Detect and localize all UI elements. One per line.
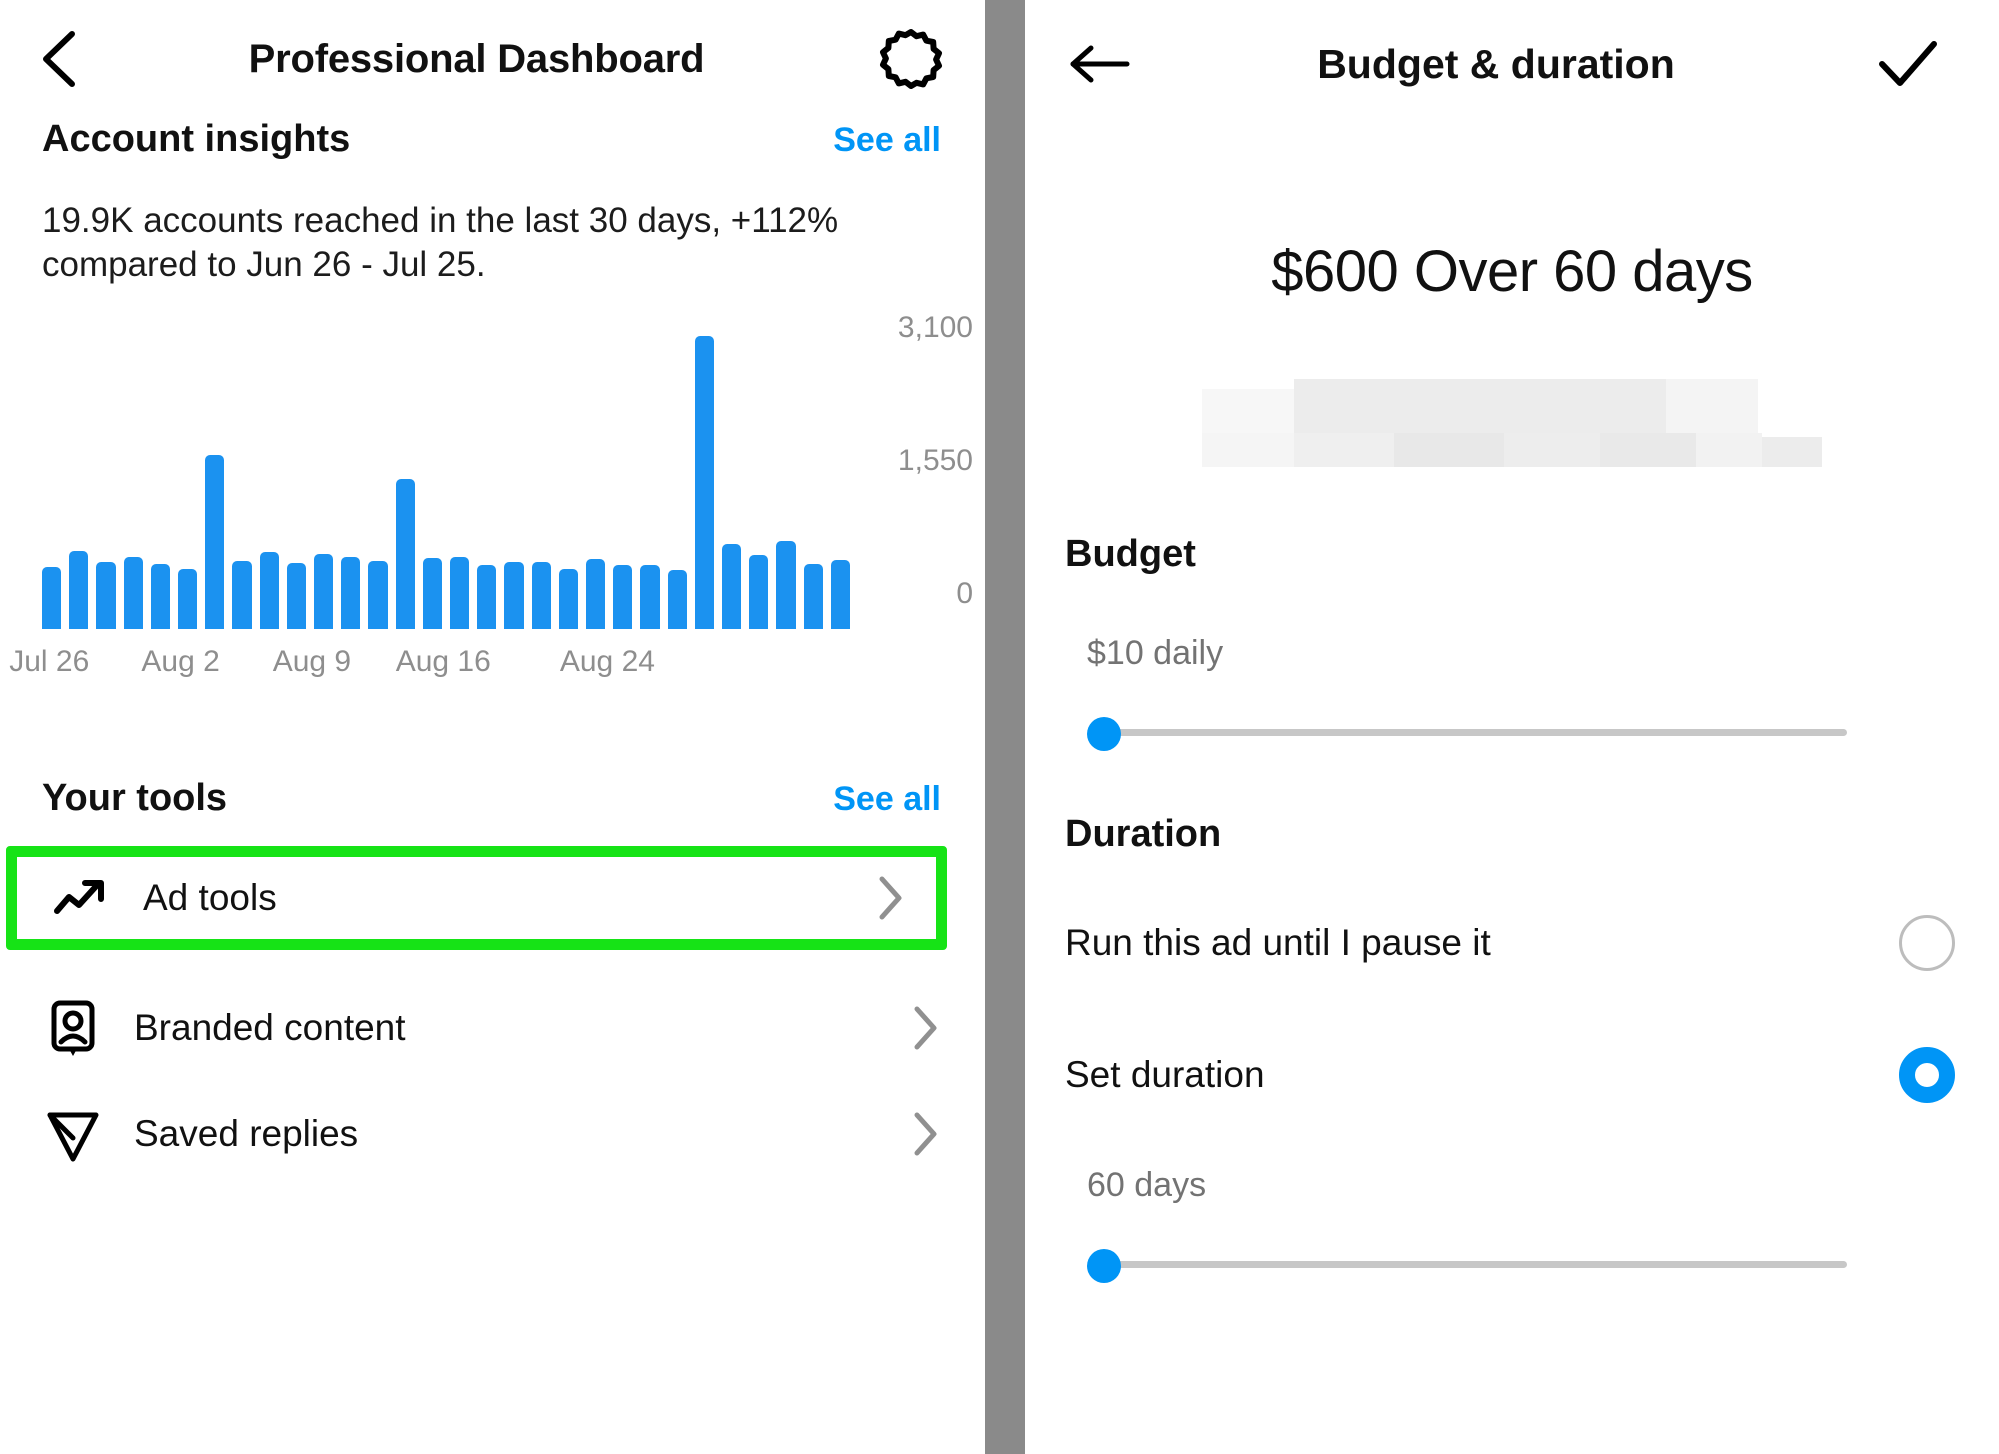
option-label: Run this ad until I pause it xyxy=(1065,922,1491,963)
duration-option-run-until-pause[interactable]: Run this ad until I pause it xyxy=(1025,898,1999,988)
professional-dashboard-panel: Professional Dashboard Account insights … xyxy=(0,0,985,1454)
paper-plane-icon xyxy=(42,1103,104,1165)
chart-bar xyxy=(667,570,687,629)
chart-bar xyxy=(422,557,443,629)
chart-bar xyxy=(205,455,225,629)
budget-duration-panel: Budget & duration $600 Over 60 days Budg… xyxy=(1025,0,1999,1454)
chart-bar xyxy=(613,564,633,629)
radio-button-selected[interactable] xyxy=(1899,1047,1955,1103)
gear-icon[interactable] xyxy=(879,27,943,91)
chart-bar xyxy=(259,552,279,629)
chart-bar xyxy=(803,563,823,629)
chart-bar xyxy=(395,479,415,629)
chart-x-axis: Jul 26 Aug 2 Aug 9 Aug 16 Aug 24 xyxy=(0,645,985,695)
trending-up-icon xyxy=(51,867,113,929)
chart-bar xyxy=(749,554,769,629)
chart-bar xyxy=(178,568,198,629)
chevron-right-icon xyxy=(909,1110,941,1158)
chart-bar xyxy=(286,562,307,629)
x-tick-label: Aug 9 xyxy=(272,644,352,678)
chart-bar xyxy=(341,556,361,629)
your-tools-title: Your tools xyxy=(42,776,228,819)
page-title: Budget & duration xyxy=(1317,40,1675,87)
chart-bar xyxy=(96,561,116,629)
account-insights-header: Account insights See all xyxy=(0,118,985,161)
branded-content-icon xyxy=(42,997,104,1059)
chart-bar xyxy=(694,336,715,629)
reach-bar-chart: 3,100 1,550 0 xyxy=(0,311,985,629)
tool-row-branded-content[interactable]: Branded content xyxy=(0,978,985,1078)
check-icon[interactable] xyxy=(1877,38,1939,90)
slider-track xyxy=(1105,729,1847,736)
option-label: Set duration xyxy=(1065,1054,1265,1095)
insights-summary-text: 19.9K accounts reached in the last 30 da… xyxy=(42,201,839,284)
chart-bar xyxy=(69,551,89,629)
insights-see-all-link[interactable]: See all xyxy=(833,121,941,159)
account-insights-title: Account insights xyxy=(42,118,351,160)
chevron-right-icon xyxy=(874,874,906,922)
ad-tools-highlight-box: Ad tools xyxy=(6,845,947,950)
duration-slider[interactable] xyxy=(1087,1249,1847,1283)
chart-bar xyxy=(123,556,143,629)
your-tools-header: Your tools See all xyxy=(0,777,985,820)
budget-header: Budget & duration xyxy=(1025,0,1999,128)
chart-bars-container xyxy=(42,329,851,629)
chevron-left-icon[interactable] xyxy=(38,28,84,90)
chart-bar xyxy=(450,556,470,629)
chart-bar xyxy=(531,561,551,629)
chart-bar xyxy=(150,563,171,629)
tool-label: Saved replies xyxy=(134,1112,359,1154)
tools-see-all-link[interactable]: See all xyxy=(833,779,941,818)
tool-row-saved-replies[interactable]: Saved replies xyxy=(0,1084,985,1184)
chart-bar xyxy=(586,558,606,629)
page-title: Professional Dashboard xyxy=(248,36,705,81)
duration-value-label: 60 days xyxy=(1087,1166,1207,1204)
chart-bar xyxy=(722,544,742,629)
radio-button-unselected[interactable] xyxy=(1899,915,1955,971)
slider-track xyxy=(1105,1261,1847,1268)
x-tick-label: Aug 24 xyxy=(559,644,655,678)
budget-value-label: $10 daily xyxy=(1087,634,1224,672)
chart-bar xyxy=(830,559,851,629)
chart-y-axis: 3,100 1,550 0 xyxy=(853,311,973,631)
chart-bar xyxy=(368,560,388,629)
budget-summary-headline: $600 Over 60 days xyxy=(1271,239,1753,304)
redacted-placeholder xyxy=(1202,375,1822,467)
chart-bar xyxy=(314,553,334,629)
x-tick-label: Aug 2 xyxy=(141,644,220,678)
tool-label: Branded content xyxy=(134,1006,406,1048)
chart-bar xyxy=(776,541,796,629)
x-tick-label: Jul 26 xyxy=(9,644,90,678)
slider-thumb[interactable] xyxy=(1087,717,1121,751)
arrow-left-icon[interactable] xyxy=(1067,41,1133,87)
x-tick-label: Aug 16 xyxy=(395,644,491,678)
y-tick-label: 0 xyxy=(956,576,973,610)
chart-bar xyxy=(640,564,660,629)
y-tick-label: 3,100 xyxy=(897,310,973,344)
duration-option-set-duration[interactable]: Set duration xyxy=(1025,1030,1999,1120)
chart-bar xyxy=(504,561,524,629)
tool-label: Ad tools xyxy=(143,876,277,918)
chart-bar xyxy=(42,566,62,629)
chart-bar xyxy=(558,568,579,629)
y-tick-label: 1,550 xyxy=(897,443,973,477)
duration-section-title: Duration xyxy=(1065,813,1222,855)
budget-slider[interactable] xyxy=(1087,717,1847,751)
chevron-right-icon xyxy=(909,1004,941,1052)
tool-row-ad-tools[interactable]: Ad tools xyxy=(17,857,936,939)
dashboard-header: Professional Dashboard xyxy=(0,0,985,118)
chart-bar xyxy=(232,560,252,629)
chart-bar xyxy=(477,564,497,629)
panel-divider xyxy=(985,0,1025,1454)
slider-thumb[interactable] xyxy=(1087,1249,1121,1283)
budget-section-title: Budget xyxy=(1065,533,1196,575)
